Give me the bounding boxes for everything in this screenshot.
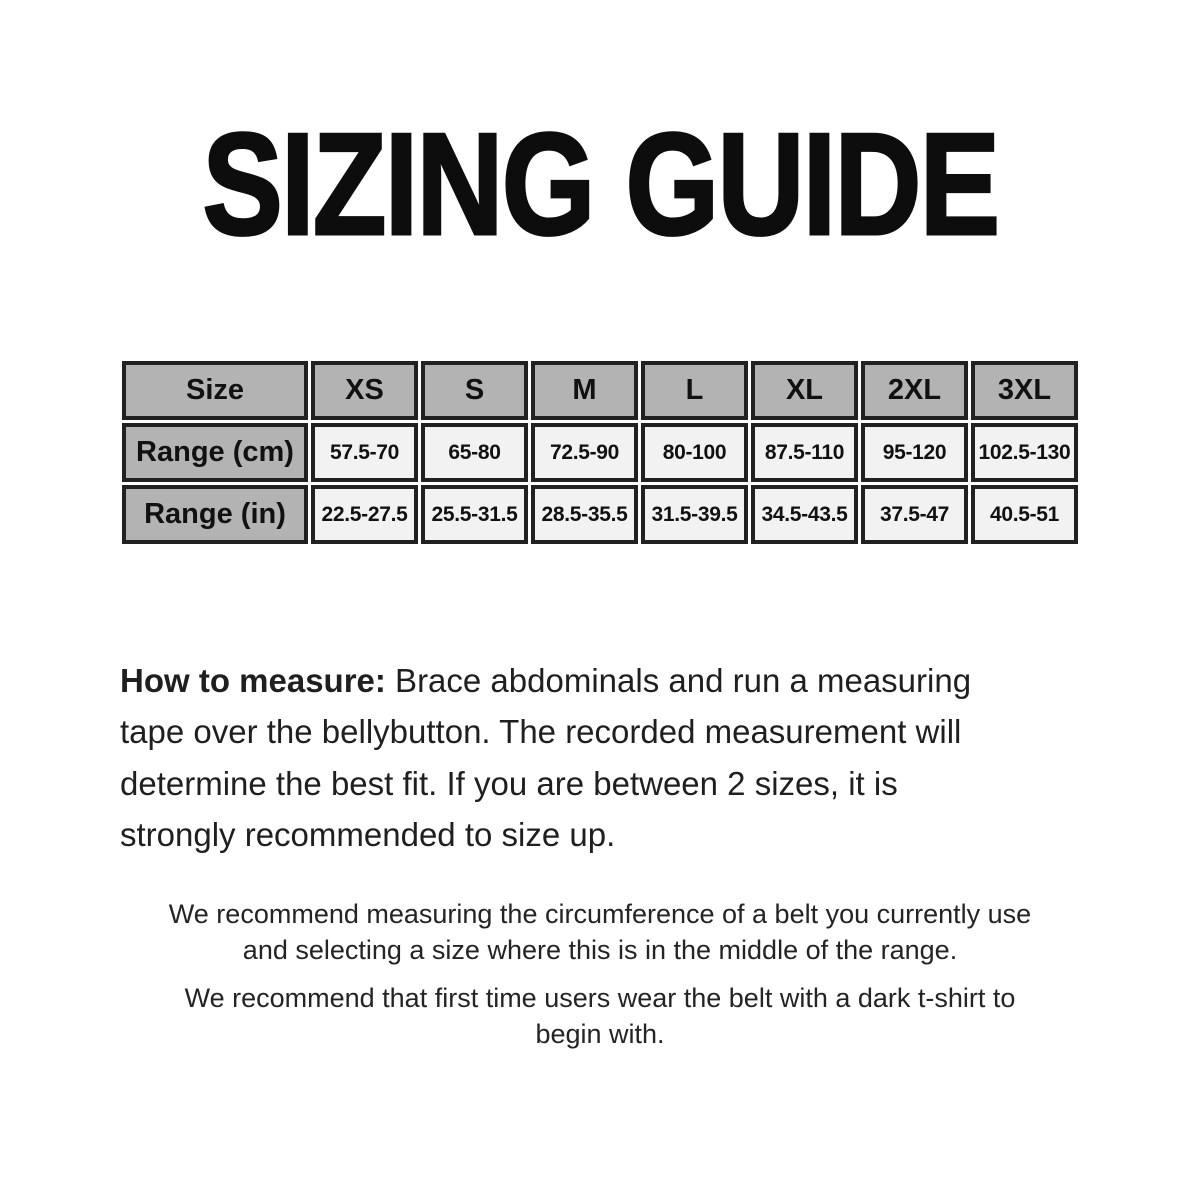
range-cm-3xl: 102.5-130: [971, 423, 1078, 482]
header-cell-l: L: [641, 361, 748, 420]
range-cm-xs: 57.5-70: [311, 423, 418, 482]
header-cell-size: Size: [122, 361, 308, 420]
range-in-xs: 22.5-27.5: [311, 485, 418, 544]
range-cm-l: 80-100: [641, 423, 748, 482]
range-cm-m: 72.5-90: [531, 423, 638, 482]
page-title: SIZING GUIDE: [201, 103, 1001, 265]
range-cm-row: Range (cm) 57.5-70 65-80 72.5-90 80-100 …: [122, 423, 1078, 482]
range-cm-s: 65-80: [421, 423, 528, 482]
range-cm-xl: 87.5-110: [751, 423, 858, 482]
row-label-range-cm: Range (cm): [122, 423, 308, 482]
range-cm-2xl: 95-120: [861, 423, 968, 482]
range-in-2xl: 37.5-47: [861, 485, 968, 544]
range-in-3xl: 40.5-51: [971, 485, 1078, 544]
how-to-measure-paragraph: How to measure: Brace abdominals and run…: [120, 655, 1085, 861]
how-to-measure-text: Brace abdominals and run a measuring tap…: [120, 662, 972, 854]
header-cell-xl: XL: [751, 361, 858, 420]
row-label-range-in: Range (in): [122, 485, 308, 544]
range-in-m: 28.5-35.5: [531, 485, 638, 544]
range-in-xl: 34.5-43.5: [751, 485, 858, 544]
size-table: Size XS S M L XL 2XL 3XL Range (cm) 57.5…: [119, 358, 1081, 547]
header-cell-xs: XS: [311, 361, 418, 420]
note-dark-tshirt: We recommend that first time users wear …: [184, 983, 1016, 1050]
header-cell-3xl: 3XL: [971, 361, 1078, 420]
range-in-row: Range (in) 22.5-27.5 25.5-31.5 28.5-35.5…: [122, 485, 1078, 544]
range-in-s: 25.5-31.5: [421, 485, 528, 544]
range-in-l: 31.5-39.5: [641, 485, 748, 544]
page-title-wrap: SIZING GUIDE: [0, 103, 1200, 265]
size-table-header-row: Size XS S M L XL 2XL 3XL: [122, 361, 1078, 420]
note-belt-circumference: We recommend measuring the circumference…: [168, 899, 1032, 966]
header-cell-2xl: 2XL: [861, 361, 968, 420]
how-to-measure-label: How to measure:: [120, 662, 386, 699]
header-cell-m: M: [531, 361, 638, 420]
header-cell-s: S: [421, 361, 528, 420]
